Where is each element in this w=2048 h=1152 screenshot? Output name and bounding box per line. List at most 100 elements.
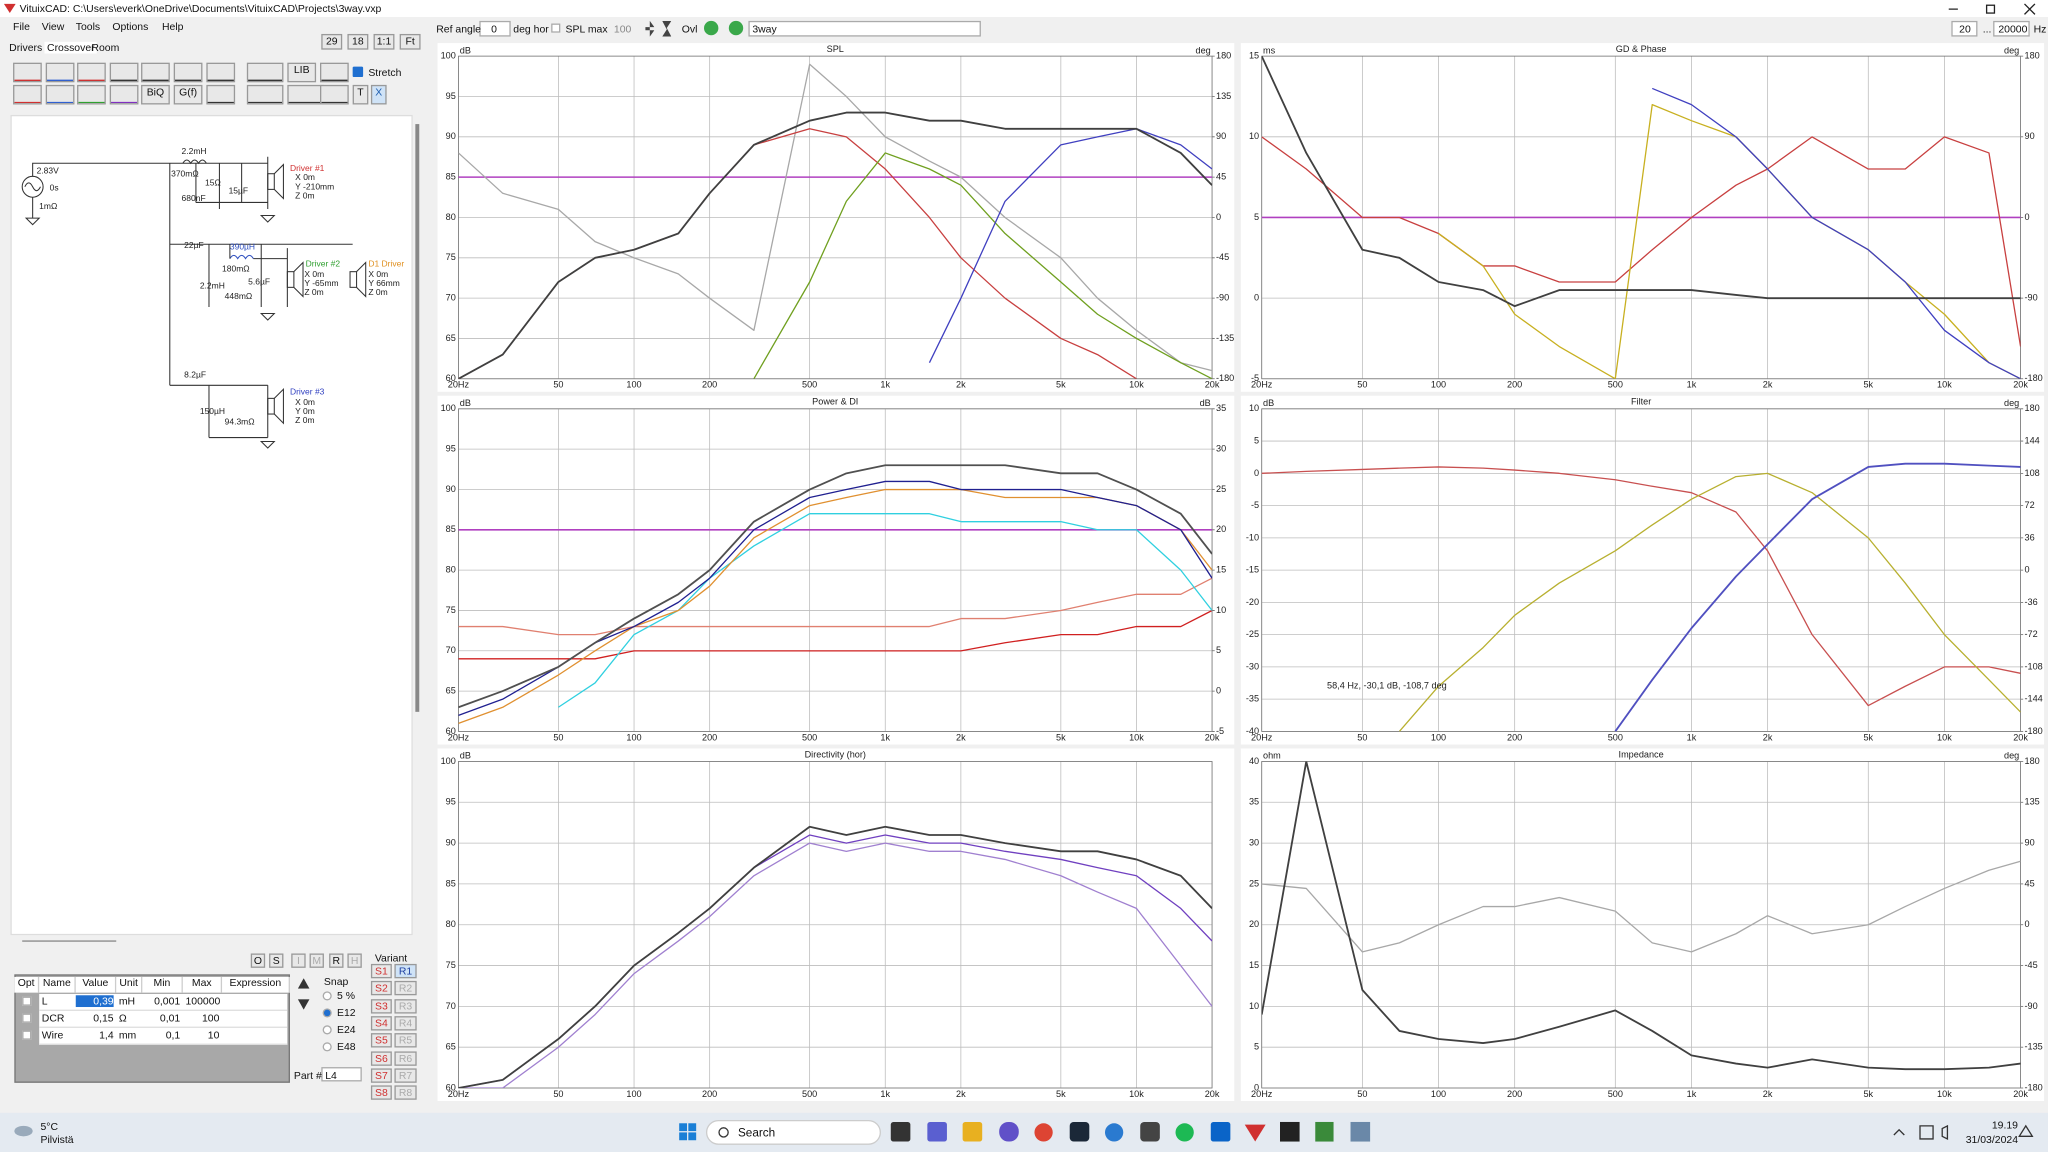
table-cell[interactable]: 10 <box>207 1029 220 1041</box>
search-icon[interactable] <box>718 1127 729 1138</box>
app-icon[interactable] <box>1175 1123 1194 1142</box>
table-cell[interactable]: 0,15 <box>93 1012 114 1025</box>
tool-button[interactable] <box>246 84 284 105</box>
view-button[interactable]: Ft <box>399 33 421 50</box>
table-cell[interactable]: 0,01 <box>159 1012 181 1025</box>
tool-button[interactable] <box>45 62 75 83</box>
tool-button[interactable] <box>13 62 42 83</box>
zoom-in-button[interactable] <box>704 20 719 36</box>
tab[interactable]: Room <box>91 41 120 54</box>
project-input[interactable] <box>748 20 981 37</box>
radio[interactable] <box>322 1025 332 1035</box>
tool-button[interactable] <box>206 62 236 83</box>
radio[interactable] <box>322 1008 332 1018</box>
variant-button[interactable]: R8 <box>394 1085 417 1100</box>
variant-button[interactable]: S3 <box>370 998 392 1014</box>
row-checkbox[interactable] <box>22 1030 32 1040</box>
input-value[interactable]: 100 <box>613 23 632 36</box>
table-cell[interactable]: L <box>41 995 48 1008</box>
view-button[interactable]: 29 <box>321 33 343 50</box>
row-checkbox[interactable] <box>22 1013 32 1023</box>
app-icon[interactable] <box>999 1121 1019 1142</box>
input-value[interactable]: 20000 <box>1998 23 2028 36</box>
tool-button[interactable] <box>45 84 75 105</box>
search-box[interactable] <box>705 1120 881 1145</box>
app-icon[interactable] <box>1350 1121 1371 1142</box>
table-cell[interactable]: Ω <box>118 1012 127 1025</box>
table-cell[interactable]: DCR <box>41 1012 65 1025</box>
variant-button[interactable]: R3 <box>394 998 417 1014</box>
tool-button[interactable] <box>77 84 106 105</box>
table-cell[interactable]: 0,1 <box>165 1029 181 1041</box>
menu-item[interactable]: View <box>41 20 65 33</box>
tool-button[interactable] <box>173 62 203 83</box>
view-button[interactable]: 18 <box>347 33 369 50</box>
menu-item[interactable]: File <box>13 20 30 33</box>
app-icon[interactable] <box>1034 1123 1053 1142</box>
input-value[interactable]: 20 <box>1959 23 1971 36</box>
variant-button[interactable]: R4 <box>394 1016 417 1031</box>
table-cell[interactable]: Wire <box>41 1029 64 1041</box>
fmax-input[interactable] <box>1993 20 2030 37</box>
move-up[interactable] <box>297 978 310 989</box>
table-cell[interactable]: 0,39 <box>75 995 114 1008</box>
view-button[interactable]: 1:1 <box>373 33 395 50</box>
checkbox[interactable] <box>551 23 561 33</box>
menu-item[interactable]: Tools <box>75 20 101 33</box>
variant-button[interactable]: S1 <box>370 963 392 979</box>
variant-button[interactable]: S2 <box>370 981 392 996</box>
start-tile[interactable] <box>679 1132 688 1141</box>
variant-button[interactable]: R6 <box>394 1050 417 1066</box>
zoom-out-button[interactable] <box>728 20 744 36</box>
tool-button[interactable] <box>287 84 324 105</box>
app-icon[interactable] <box>1280 1121 1300 1142</box>
schematic-scrollbar[interactable] <box>415 124 420 712</box>
app-icon[interactable] <box>962 1121 983 1142</box>
input-value[interactable]: L4 <box>325 1069 337 1082</box>
app-icon[interactable] <box>927 1121 947 1142</box>
start-tile[interactable] <box>688 1123 697 1132</box>
tool-button[interactable] <box>109 62 139 83</box>
checkbox[interactable] <box>352 66 364 78</box>
app-icon[interactable] <box>890 1121 911 1142</box>
variant-button[interactable]: R7 <box>394 1068 417 1083</box>
spin-button[interactable] <box>662 20 672 37</box>
input-value[interactable]: 0 <box>491 23 497 36</box>
tool-button[interactable]: BiQ <box>141 84 170 105</box>
tool-button[interactable] <box>320 84 349 105</box>
close-icon[interactable] <box>2024 3 2036 15</box>
part-button[interactable]: H <box>347 953 362 968</box>
variant-button[interactable]: S6 <box>370 1050 392 1066</box>
variant-button[interactable]: S4 <box>370 1016 392 1031</box>
table-cell[interactable]: 100 <box>201 1012 220 1025</box>
app-icon[interactable] <box>1244 1124 1266 1142</box>
tab[interactable]: Crossover <box>44 41 98 54</box>
app-icon[interactable] <box>1069 1121 1090 1142</box>
fmin-input[interactable] <box>1951 20 1978 37</box>
table-cell[interactable]: mm <box>118 1029 137 1041</box>
move-down[interactable] <box>297 999 310 1010</box>
table-cell[interactable]: 100000 <box>185 995 221 1008</box>
app-icon[interactable] <box>1315 1121 1334 1142</box>
radio[interactable] <box>322 991 332 1001</box>
part-button[interactable]: I <box>291 953 306 968</box>
tool-button[interactable] <box>13 84 42 105</box>
tool-button[interactable]: X <box>370 84 387 105</box>
spin-button[interactable] <box>645 20 655 37</box>
variant-button[interactable]: R1 <box>394 963 417 979</box>
tool-button[interactable]: T <box>352 84 369 105</box>
table-cell[interactable]: 1,4 <box>99 1029 114 1041</box>
variant-button[interactable]: R5 <box>394 1033 417 1048</box>
tool-button[interactable] <box>206 84 236 105</box>
tool-button[interactable] <box>141 62 170 83</box>
variant-button[interactable]: S5 <box>370 1033 392 1048</box>
ref-angle-input[interactable] <box>479 20 511 37</box>
tool-button[interactable]: G(f) <box>173 84 203 105</box>
part-button[interactable]: S <box>269 953 284 968</box>
menu-item[interactable]: Options <box>112 20 149 33</box>
part-button[interactable]: R <box>329 953 344 968</box>
app-icon[interactable] <box>1140 1121 1160 1142</box>
tray-icons[interactable] <box>1893 1124 2034 1140</box>
part-button[interactable]: O <box>250 953 266 968</box>
row-checkbox[interactable] <box>22 996 32 1006</box>
